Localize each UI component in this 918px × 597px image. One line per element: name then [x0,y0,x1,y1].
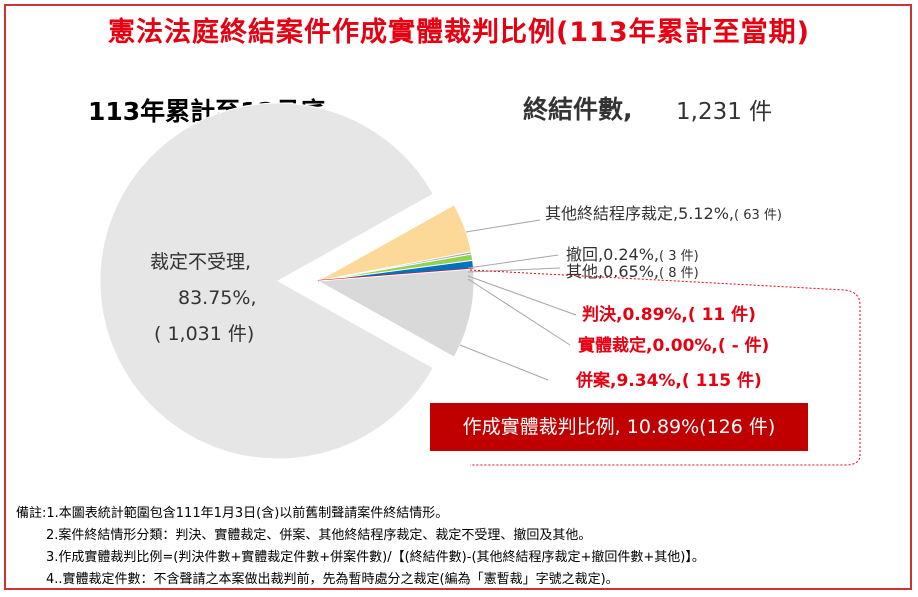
label-dismiss-percent: 83.75%, [178,287,257,309]
chart-frame [4,4,912,590]
label-dismiss-count: ( 1,031 件) [154,323,255,345]
label-other-proc-count: ( 63 件) [734,208,782,223]
label-other-proc-main: 其他終結程序裁定,5.12%, [545,204,735,223]
ratio-box: 作成實體裁判比例, 10.89%(126 件) [430,403,808,451]
note-4: 4..實體裁定件數：不含聲請之本案做出裁判前，先為暫時處分之裁定(編為「憲暫裁」… [46,572,619,587]
label-judgment: 判決,0.89%,( 11 件) [582,305,756,325]
leader-other [467,267,561,273]
note-2: 2.案件終結情形分類：判決、實體裁定、併案、其他終結程序裁定、裁定不受理、撤回及… [46,528,592,543]
label-other-proc: 其他終結程序裁定,5.12%,( 63 件) [545,200,782,224]
slice-dismiss [99,102,435,460]
label-other: 其他,0.65%,( 8 件) [566,258,699,282]
total-value: 1,231 件 [676,99,773,125]
leader-ruling [467,278,571,346]
total-label: 終結件數, [523,95,633,124]
notes: 備註:1.本圖表統計範圍包含111年1月3日(含)以前舊制聲請案件終結情形。 2… [16,503,705,591]
label-merged: 併案,9.34%,( 115 件) [576,371,762,391]
leader-other-proc [465,219,541,233]
label-withdraw-count: ( 3 件) [659,249,699,264]
slice-merged [316,268,475,358]
leader-judgment [467,275,577,316]
label-dismiss: 裁定不受理, 83.75%, ( 1,031 件) [150,247,257,349]
ratio-bracket [469,269,861,466]
leader-merged [459,344,549,381]
note-3: 3.作成實體裁判比例=(判決件數+實體裁定件數+併案件數)/【(終結件數)-(其… [46,550,705,565]
label-ruling: 實體裁定,0.00%,( - 件) [578,336,770,356]
leader-withdraw [467,254,559,269]
label-withdraw: 撤回,0.24%,( 3 件) [566,241,699,265]
note-1: 備註:1.本圖表統計範圍包含111年1月3日(含)以前舊制聲請案件終結情形。 [16,506,449,521]
chart-title: 憲法法庭終結案件作成實體裁判比例(113年累計至當期) [107,17,811,48]
label-other-main: 其他,0.65%, [566,262,660,281]
label-withdraw-main: 撤回,0.24%, [566,245,660,264]
label-other-count: ( 8 件) [659,266,699,281]
label-dismiss-name: 裁定不受理, [150,251,252,273]
